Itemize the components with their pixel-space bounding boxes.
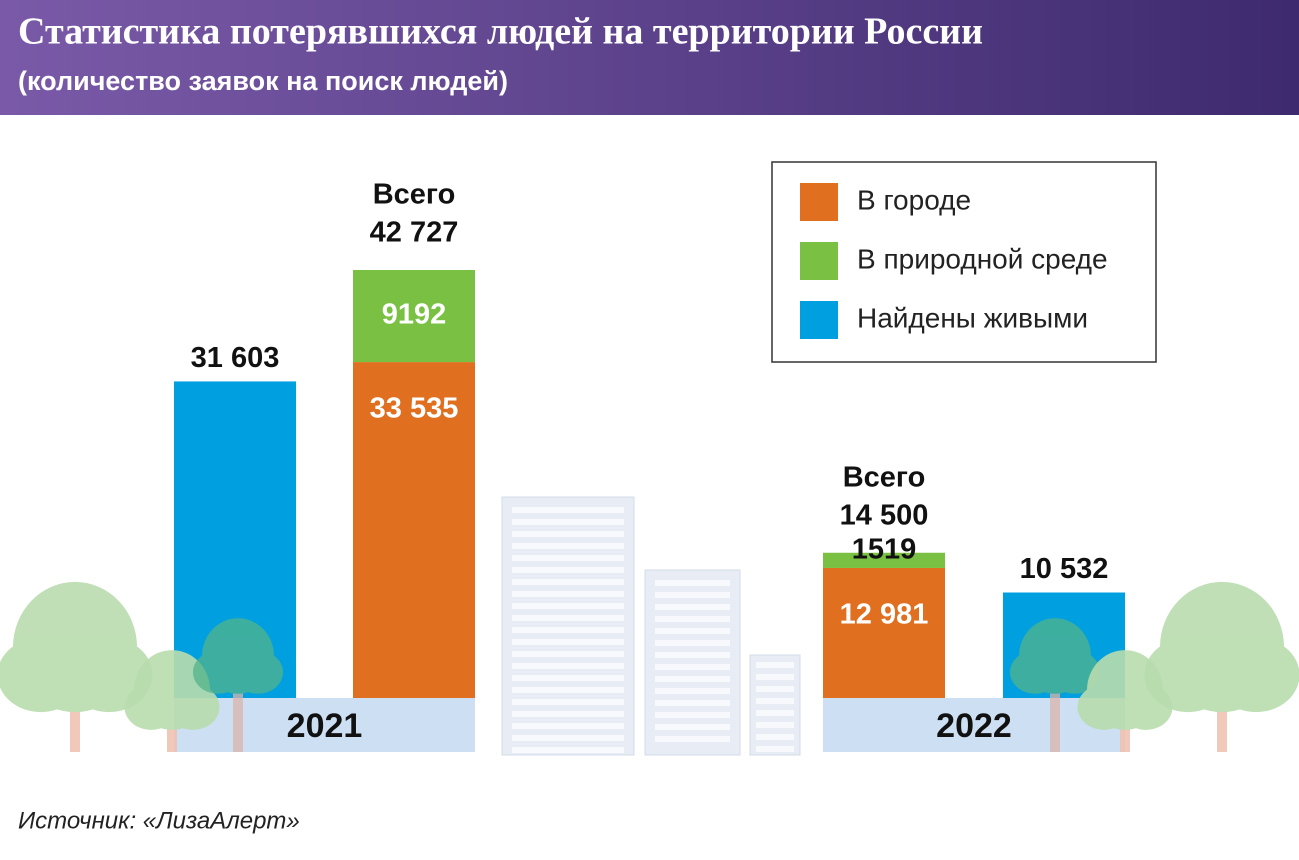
window xyxy=(655,604,730,610)
bar-segment xyxy=(353,362,475,698)
building-windows xyxy=(512,507,794,753)
window xyxy=(655,616,730,622)
total-caption: Всего xyxy=(373,179,456,211)
value-label: 1519 xyxy=(852,533,917,565)
value-label: 9192 xyxy=(382,299,447,331)
tree xyxy=(193,618,283,752)
value-label: 31 603 xyxy=(191,342,280,374)
window xyxy=(512,747,624,753)
tree-crown xyxy=(124,684,178,730)
year-strip xyxy=(823,698,1125,752)
bar-segment xyxy=(823,552,945,568)
tree-trunk xyxy=(70,684,80,752)
window xyxy=(512,543,624,549)
window xyxy=(512,723,624,729)
tree-crown xyxy=(1077,684,1131,730)
legend-swatch xyxy=(800,242,838,280)
value-label: 10 532 xyxy=(1020,553,1109,585)
window xyxy=(655,724,730,730)
total-label: 42 727 xyxy=(370,217,459,249)
tree-trunk xyxy=(167,712,177,752)
category-label: 2021 xyxy=(287,707,363,745)
tree-crown xyxy=(166,684,220,730)
window xyxy=(512,531,624,537)
tree-crown xyxy=(0,637,85,713)
legend-swatch xyxy=(800,301,838,339)
window xyxy=(512,567,624,573)
window xyxy=(655,700,730,706)
window xyxy=(756,734,794,740)
window xyxy=(756,662,794,668)
tree-crown xyxy=(193,650,244,694)
subtitle: (количество заявок на поиск людей) xyxy=(18,66,508,96)
window xyxy=(655,712,730,718)
window xyxy=(655,640,730,646)
window xyxy=(512,615,624,621)
window xyxy=(655,580,730,586)
window xyxy=(512,579,624,585)
window xyxy=(512,555,624,561)
window xyxy=(756,722,794,728)
tree-trunk xyxy=(1120,712,1130,752)
window xyxy=(655,592,730,598)
tree xyxy=(1144,581,1299,752)
window xyxy=(655,688,730,694)
value-label: 33 535 xyxy=(370,393,459,425)
tree-trunk xyxy=(233,677,243,752)
window xyxy=(512,663,624,669)
tree-crown xyxy=(1049,650,1101,694)
window xyxy=(756,710,794,716)
window xyxy=(512,591,624,597)
legend-label: Найдены живыми xyxy=(857,302,1088,333)
window xyxy=(512,687,624,693)
tree xyxy=(1077,650,1173,752)
header-band xyxy=(0,0,1299,115)
window xyxy=(512,603,624,609)
source: Источник: «ЛизаАлерт» xyxy=(18,807,300,834)
tree-trunk xyxy=(1217,684,1227,752)
legend-label: В городе xyxy=(857,184,971,215)
window xyxy=(756,746,794,752)
legend-swatch xyxy=(800,183,838,221)
total-label: 14 500 xyxy=(840,499,929,531)
title: Статистика потерявшихся людей на террито… xyxy=(18,11,983,53)
window xyxy=(512,639,624,645)
window xyxy=(655,676,730,682)
window xyxy=(655,652,730,658)
tree-crown xyxy=(232,650,283,694)
category-label: 2022 xyxy=(936,707,1012,745)
window xyxy=(655,628,730,634)
year-strip xyxy=(174,698,475,752)
tree xyxy=(124,650,220,752)
window xyxy=(512,699,624,705)
bar-segment xyxy=(823,567,945,698)
window xyxy=(756,686,794,692)
value-label: 12 981 xyxy=(840,599,929,631)
bar-segment xyxy=(353,270,475,363)
tree-trunk xyxy=(1050,677,1060,752)
window xyxy=(512,519,624,525)
tree xyxy=(1009,618,1101,752)
window xyxy=(756,674,794,680)
window xyxy=(512,675,624,681)
window xyxy=(655,664,730,670)
tree-crown xyxy=(1144,637,1232,713)
legend-label: В природной среде xyxy=(857,243,1108,274)
total-caption: Всего xyxy=(843,461,926,493)
window xyxy=(512,507,624,513)
window xyxy=(512,735,624,741)
tree-crown xyxy=(1212,637,1299,713)
window xyxy=(655,736,730,742)
tree-crown xyxy=(1009,650,1061,694)
window xyxy=(756,698,794,704)
window xyxy=(512,651,624,657)
window xyxy=(512,711,624,717)
window xyxy=(512,627,624,633)
tree xyxy=(0,581,153,752)
